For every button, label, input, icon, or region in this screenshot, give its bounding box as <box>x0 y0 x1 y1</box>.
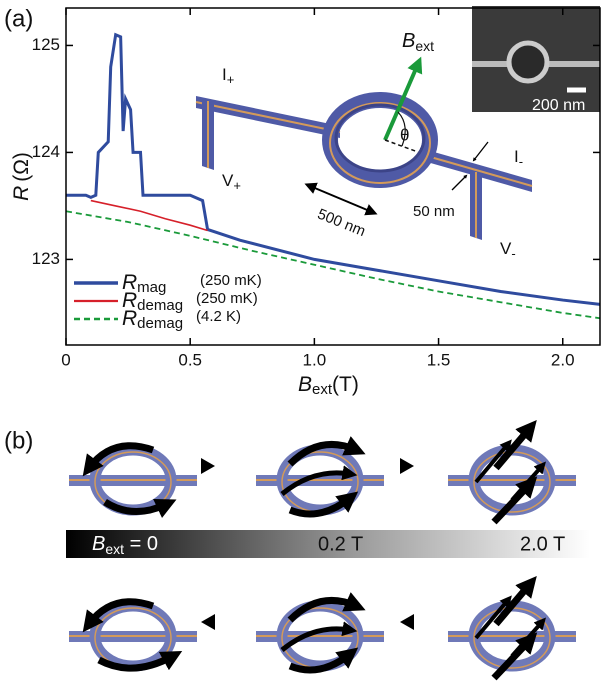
x-label-unit: (T) <box>332 373 359 396</box>
sequence-arrow <box>400 614 414 630</box>
y-label-symbol: R <box>10 186 33 201</box>
y-axis-label: R (Ω) <box>10 152 33 201</box>
scale-label: 2.0 T <box>520 533 565 555</box>
x-tick-label: 2.0 <box>551 350 575 369</box>
legend-sub: demag <box>137 315 183 332</box>
legend-condition: (250 mK) <box>200 272 262 289</box>
panel-label: (a) <box>4 5 33 32</box>
device-illustration <box>196 6 600 240</box>
scale-label: Bext = 0 <box>92 533 158 556</box>
angle-label: θ <box>400 125 409 144</box>
sequence-arrow <box>400 458 414 474</box>
legend-sub: mag <box>137 279 166 296</box>
sequence-arrow <box>201 614 215 630</box>
x-tick-label: 1.0 <box>303 350 327 369</box>
legend-condition: (4.2 K) <box>196 308 241 325</box>
width-label: 50 nm <box>413 203 455 220</box>
legend-sub: demag <box>137 297 183 314</box>
x-axis-label: Bext(T) <box>298 373 359 398</box>
y-tick-label: 124 <box>32 142 60 161</box>
figure: (a) (b) Bext θ I+ V+ I- V- 500 nm 50 nm … <box>0 0 603 687</box>
contact-label: I- <box>514 147 523 169</box>
x-label-symbol: B <box>298 373 312 396</box>
sem-scale-label: 200 nm <box>532 97 585 114</box>
contact-label: V- <box>500 239 516 261</box>
x-tick-label: 0 <box>61 350 70 369</box>
contact-label: I+ <box>222 65 234 87</box>
legend-condition: (250 mK) <box>196 290 258 307</box>
scale-label: 0.2 T <box>318 533 363 555</box>
y-label-unit: (Ω) <box>10 152 33 182</box>
x-label-sub: ext <box>312 381 333 398</box>
sequence-arrow <box>201 458 215 474</box>
x-tick-label: 1.5 <box>427 350 451 369</box>
y-tick-label: 125 <box>32 35 60 54</box>
field-label: Bext <box>402 30 434 53</box>
length-label: 500 nm <box>315 206 368 241</box>
panel-label: (b) <box>4 427 33 454</box>
y-tick-label: 123 <box>32 249 60 268</box>
legend-symbol: R <box>122 307 137 330</box>
x-tick-label: 0.5 <box>178 350 202 369</box>
contact-label: V+ <box>222 171 241 193</box>
